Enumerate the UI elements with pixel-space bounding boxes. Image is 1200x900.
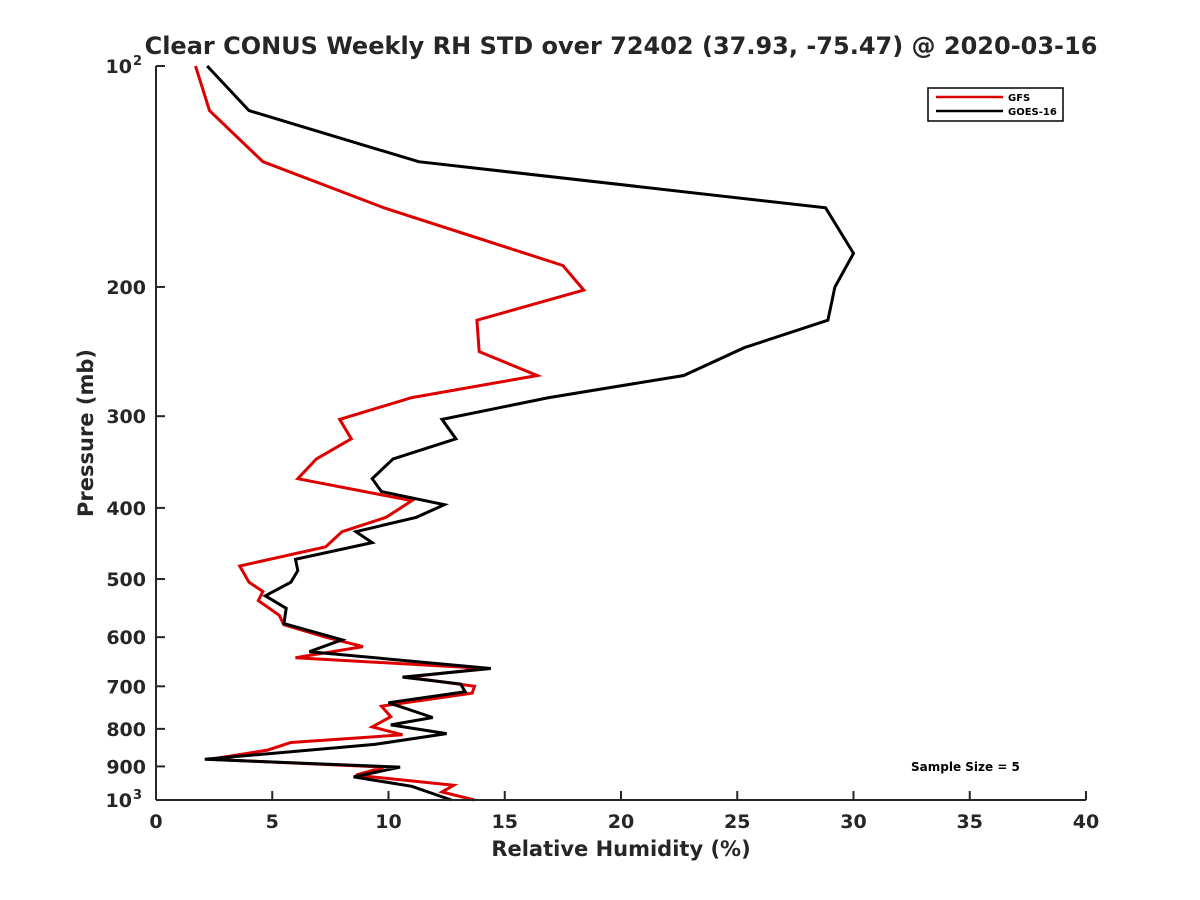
chart-title: Clear CONUS Weekly RH STD over 72402 (37… — [145, 32, 1098, 60]
plot-area — [156, 66, 1086, 800]
y-tick-label: 300 — [106, 406, 146, 428]
y-tick-label: 600 — [106, 627, 146, 649]
series-line-gfs — [194, 65, 587, 802]
legend-label-goes16: GOES-16 — [1008, 107, 1057, 118]
x-tick-label: 30 — [840, 811, 866, 833]
x-axis-label: Relative Humidity (%) — [491, 837, 750, 861]
y-tick-label: 400 — [106, 498, 146, 520]
y-axis-label: Pressure (mb) — [74, 349, 98, 517]
y-tick-label: 800 — [106, 719, 146, 741]
y-tick-label: 500 — [106, 569, 146, 591]
sample-size-annotation: Sample Size = 5 — [911, 760, 1020, 774]
legend-label-gfs: GFS — [1008, 93, 1030, 104]
x-tick-label: 40 — [1073, 811, 1099, 833]
x-tick-label: 15 — [492, 811, 518, 833]
y-tick-label: 700 — [106, 676, 146, 698]
legend: GFS GOES-16 — [927, 87, 1064, 122]
x-tick-label: 20 — [608, 811, 634, 833]
x-tick-label: 5 — [266, 811, 279, 833]
x-tick-label: 25 — [724, 811, 750, 833]
series-line-goes-16 — [204, 64, 856, 802]
x-tick-label: 35 — [957, 811, 983, 833]
y-tick-label: 900 — [106, 756, 146, 778]
legend-box — [927, 87, 1064, 122]
y-tick-label: 10 — [106, 56, 132, 78]
y-tick-label: 200 — [106, 277, 146, 299]
x-tick-label: 0 — [149, 811, 162, 833]
y-tick-label: 10 — [106, 790, 132, 812]
x-axis-ticks: 0 5 10 15 20 25 30 35 40 — [149, 791, 1099, 833]
series-layer — [194, 64, 856, 802]
x-tick-label: 10 — [375, 811, 401, 833]
y-tick-label-exponent: 3 — [133, 788, 142, 803]
y-tick-label-exponent: 2 — [133, 54, 142, 69]
